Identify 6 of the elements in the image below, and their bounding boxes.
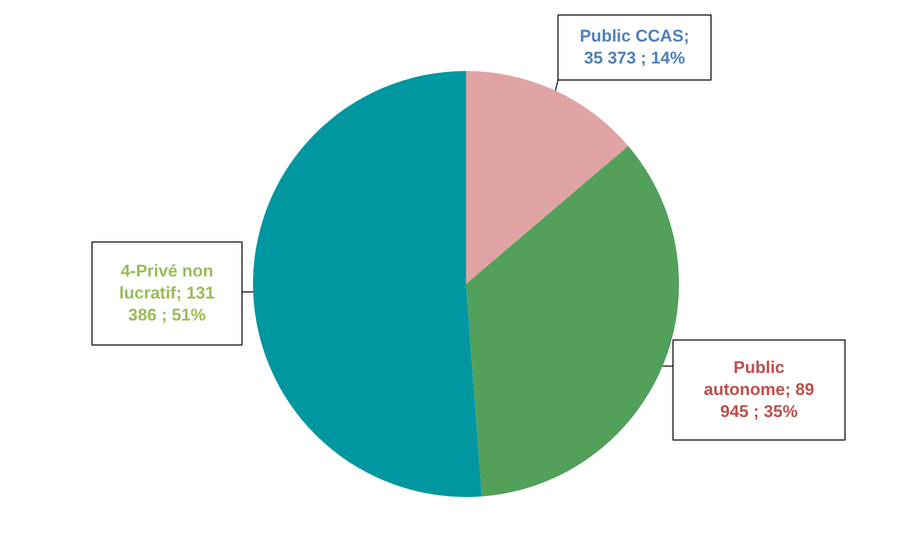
pie-slice <box>466 71 628 284</box>
slice-label: Public autonome; 89 945 ; 35% <box>704 358 814 421</box>
pie-slice <box>466 146 679 496</box>
pie-slice <box>253 71 482 497</box>
slice-label: Public CCAS; 35 373 ; 14% <box>580 26 690 68</box>
slice-label: 4-Privé non lucratif; 131 386 ; 51% <box>119 262 215 324</box>
